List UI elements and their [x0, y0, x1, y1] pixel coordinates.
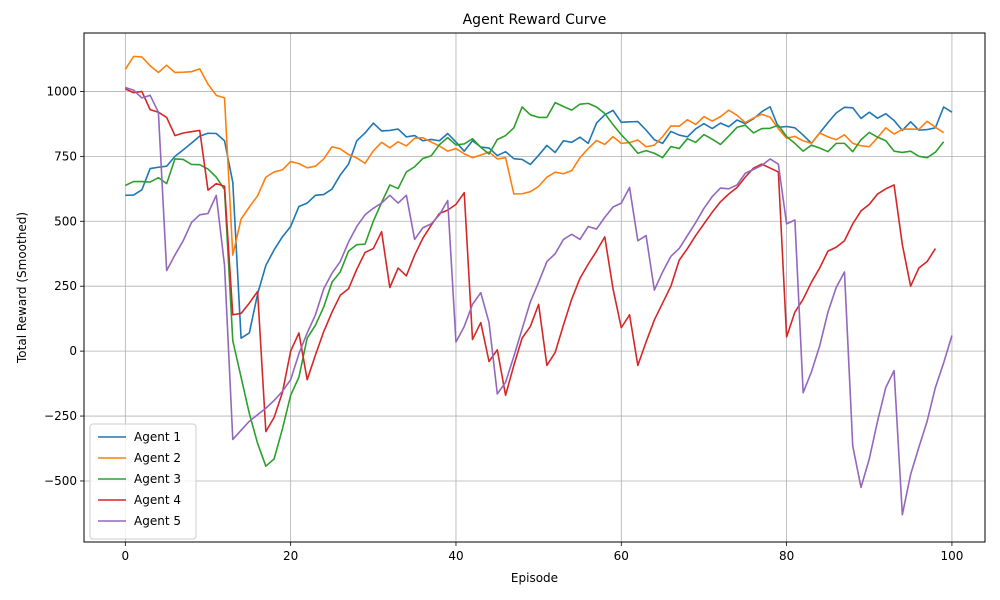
y-tick-label: −250 [44, 409, 77, 423]
x-tick-label: 100 [940, 549, 963, 563]
x-tick-label: 80 [779, 549, 794, 563]
x-tick-label: 60 [614, 549, 629, 563]
plot-frame [83, 32, 986, 543]
x-tick-label: 20 [283, 549, 298, 563]
chart-title: Agent Reward Curve [463, 12, 607, 28]
legend-label: Agent 4 [134, 493, 181, 507]
y-tick-label: 500 [54, 214, 77, 228]
series-line-agent-3 [124, 101, 945, 467]
x-tick-label: 0 [122, 549, 130, 563]
y-axis-title: Total Reward (Smoothed) [15, 212, 29, 364]
legend-label: Agent 5 [134, 514, 181, 528]
axis-ticks: 0 20 40 60 80 100 −500 −250 0 250 500 750 1000 [44, 84, 963, 563]
legend: Agent 1 Agent 2 Agent 3 Agent 4 Agent 5 [89, 423, 197, 540]
series-line-agent-2 [124, 55, 945, 256]
legend-label: Agent 2 [134, 451, 181, 465]
legend-label: Agent 3 [134, 472, 181, 486]
y-tick-label: 0 [69, 344, 77, 358]
legend-box [89, 423, 197, 540]
legend-label: Agent 1 [134, 430, 181, 444]
x-axis-title: Episode [511, 571, 558, 585]
y-tick-label: 250 [54, 279, 77, 293]
y-tick-label: −500 [44, 474, 77, 488]
series-lines [124, 55, 953, 516]
x-tick-label: 40 [448, 549, 463, 563]
series-line-agent-4 [124, 88, 937, 433]
series-line-agent-5 [125, 86, 953, 516]
gridlines [84, 33, 985, 542]
y-tick-label: 1000 [46, 84, 77, 98]
y-tick-label: 750 [54, 149, 77, 163]
